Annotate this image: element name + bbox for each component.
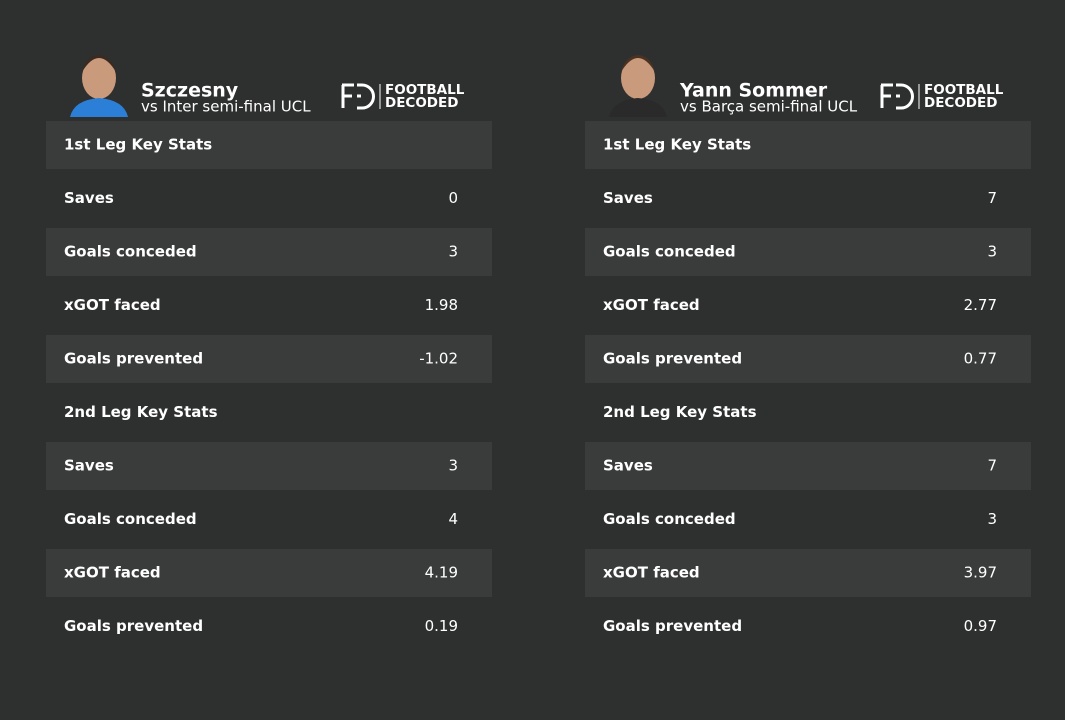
stat-label: xGOT faced: [64, 296, 161, 314]
player-photo: [609, 55, 667, 117]
row-shade: [585, 121, 1031, 169]
photo-shirt: [70, 98, 128, 117]
row-shade: [46, 121, 492, 169]
stat-value: 0.19: [425, 617, 458, 635]
logo-text: DECODED: [924, 95, 997, 111]
player-name: Szczesny: [141, 80, 239, 102]
stat-value: 1.98: [425, 296, 458, 314]
stat-value: 4.19: [425, 564, 458, 582]
stat-value: 2.77: [964, 296, 997, 314]
player-photo: [70, 55, 128, 117]
section-header: 2nd Leg Key Stats: [64, 403, 218, 421]
row-shade: [46, 228, 492, 276]
photo-head: [621, 57, 655, 99]
stat-label: xGOT faced: [603, 296, 700, 314]
logo-icon: [341, 83, 375, 110]
stat-label: Goals conceded: [64, 243, 197, 261]
photo-hair: [621, 55, 655, 72]
section-header: 2nd Leg Key Stats: [603, 403, 757, 421]
stat-label: Goals conceded: [64, 510, 197, 528]
photo-hair: [82, 55, 116, 72]
stat-label: Goals prevented: [64, 617, 203, 635]
row-shade: [46, 549, 492, 597]
stat-label: Saves: [64, 457, 114, 475]
player-name: Yann Sommer: [679, 80, 828, 102]
section-header: 1st Leg Key Stats: [603, 136, 751, 154]
stat-value: 3: [448, 243, 458, 261]
row-shade: [585, 442, 1031, 490]
stat-value: 0: [448, 189, 458, 207]
logo-text: DECODED: [385, 95, 458, 111]
row-shade: [585, 549, 1031, 597]
stat-label: Saves: [603, 189, 653, 207]
stat-label: Saves: [603, 457, 653, 475]
stat-value: 0.77: [964, 350, 997, 368]
photo-head: [82, 57, 116, 99]
section-header: 1st Leg Key Stats: [64, 136, 212, 154]
player-subtitle: vs Barça semi-final UCL: [680, 98, 858, 116]
stat-value: 3: [987, 243, 997, 261]
stat-label: xGOT faced: [64, 564, 161, 582]
stat-label: Goals prevented: [603, 350, 742, 368]
stat-label: Goals conceded: [603, 243, 736, 261]
stat-label: Goals prevented: [603, 617, 742, 635]
stat-value: 0.97: [964, 617, 997, 635]
stat-value: 7: [987, 457, 997, 475]
player-subtitle: vs Inter semi-final UCL: [141, 98, 311, 116]
stat-value: 3: [987, 510, 997, 528]
row-shade: [585, 335, 1031, 383]
row-shade: [585, 228, 1031, 276]
photo-shirt: [609, 98, 667, 117]
stat-value: 3.97: [964, 564, 997, 582]
logo-text: FOOTBALL: [385, 82, 465, 98]
stat-label: Goals prevented: [64, 350, 203, 368]
logo-icon: [880, 83, 914, 110]
row-shade: [46, 335, 492, 383]
stat-value: 7: [987, 189, 997, 207]
stat-value: 4: [448, 510, 458, 528]
stat-label: Saves: [64, 189, 114, 207]
stat-value: 3: [448, 457, 458, 475]
stat-label: Goals conceded: [603, 510, 736, 528]
row-shade: [46, 442, 492, 490]
logo-text: FOOTBALL: [924, 82, 1004, 98]
stat-label: xGOT faced: [603, 564, 700, 582]
stat-value: -1.02: [419, 350, 458, 368]
